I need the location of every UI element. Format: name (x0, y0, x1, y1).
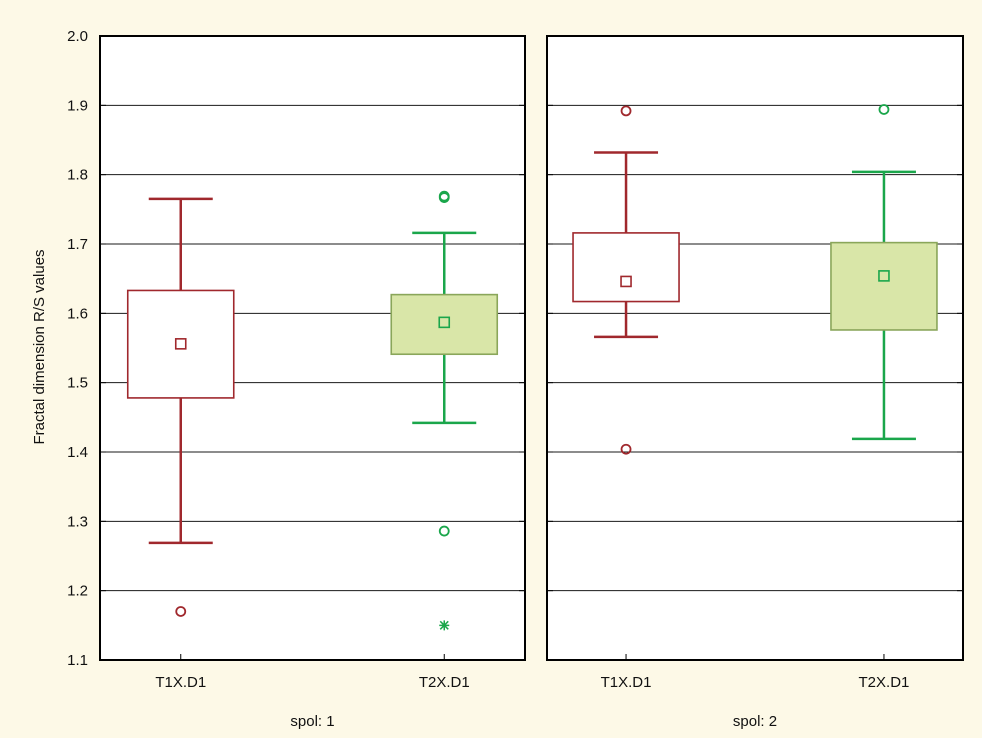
y-tick-label: 1.2 (67, 583, 88, 600)
box-iqr (126, 289, 235, 399)
y-tick-label: 1.1 (67, 652, 88, 669)
plot-frame (546, 35, 964, 661)
outlier-point (438, 525, 450, 537)
plot-area (547, 36, 963, 660)
box-t2x-d1 (830, 104, 938, 441)
y-tick-label: 1.5 (67, 375, 88, 392)
box-iqr (390, 293, 499, 356)
outlier-point (175, 606, 187, 617)
y-tick-label: 1.8 (67, 167, 88, 184)
y-tick-label: 1.9 (67, 97, 88, 114)
extreme-point (439, 620, 450, 631)
panel-2: T1X.D1 T2X.D1 spol: 2 (546, 35, 964, 730)
y-tick-label: 1.7 (67, 236, 88, 253)
y-axis-label: Fractal dimension R/S values (31, 249, 48, 444)
x-tick-label: T1X.D1 (601, 674, 652, 691)
median-marker (878, 270, 890, 282)
y-tick-label: 1.4 (67, 444, 88, 461)
box-iqr (572, 232, 680, 303)
outlier-point (438, 190, 450, 202)
panel-1: 1.1 1.2 1.3 1.4 1.5 1.6 1.7 1.8 1.9 2.0 T1X.D1 T2X.… (67, 28, 526, 730)
panel-title: spol: 1 (290, 713, 334, 730)
outlier-point (620, 105, 632, 117)
plot-frame (99, 35, 526, 661)
x-tick-label: T1X.D1 (155, 674, 206, 691)
box-t1x-d1 (126, 197, 235, 617)
panel-title: spol: 2 (733, 713, 777, 730)
y-tick-label: 1.6 (67, 305, 88, 322)
outlier-point (620, 443, 632, 455)
median-marker (174, 338, 187, 350)
panels: 1.1 1.2 1.3 1.4 1.5 1.6 1.7 1.8 1.9 2.0 T1X.D1 T2X.… (67, 28, 964, 730)
median-marker (438, 316, 451, 329)
box-iqr (830, 241, 938, 331)
outlier-point (878, 104, 890, 115)
box-t1x-d1 (572, 105, 680, 455)
x-tick-label: T2X.D1 (859, 674, 910, 691)
median-marker (620, 275, 632, 288)
y-tick-label: 1.3 (67, 513, 88, 530)
x-tick-label: T2X.D1 (419, 674, 470, 691)
box-t2x-d1 (390, 190, 499, 631)
y-tick-label: 2.0 (67, 28, 88, 45)
